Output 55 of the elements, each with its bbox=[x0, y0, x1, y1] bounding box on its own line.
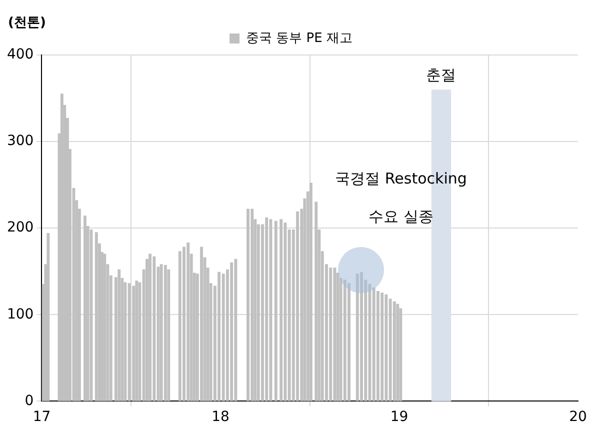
bar bbox=[234, 258, 238, 402]
bar bbox=[348, 283, 350, 402]
bar bbox=[148, 254, 152, 402]
bar bbox=[222, 274, 225, 402]
bar bbox=[333, 268, 336, 402]
bar bbox=[384, 294, 388, 402]
bar bbox=[178, 251, 182, 402]
y-tick-label: 300 bbox=[6, 133, 34, 150]
bar bbox=[280, 219, 283, 402]
x-tick-label: 19 bbox=[390, 409, 408, 426]
bar bbox=[309, 182, 312, 402]
bar bbox=[230, 262, 234, 402]
annotation: 수요 실종 bbox=[368, 208, 434, 226]
bar bbox=[392, 301, 396, 402]
x-tick-label: 20 bbox=[569, 409, 587, 426]
bar bbox=[200, 246, 204, 402]
bar bbox=[94, 232, 98, 402]
bar bbox=[360, 272, 364, 402]
bar bbox=[128, 283, 131, 402]
bar bbox=[164, 264, 167, 402]
bar bbox=[124, 282, 127, 402]
bar bbox=[399, 308, 402, 402]
x-tick-label: 18 bbox=[212, 409, 230, 426]
bar bbox=[246, 208, 250, 402]
bar bbox=[376, 290, 380, 402]
bar bbox=[84, 216, 86, 402]
bar bbox=[250, 208, 254, 402]
bar bbox=[218, 272, 221, 402]
bar bbox=[343, 280, 346, 402]
y-axis-title: (천톤) bbox=[8, 15, 46, 30]
bar bbox=[388, 298, 392, 402]
y-tick-label: 100 bbox=[6, 306, 34, 322]
bar bbox=[152, 256, 156, 402]
bar bbox=[186, 242, 190, 402]
bar bbox=[46, 232, 50, 402]
bar bbox=[274, 220, 278, 402]
bar bbox=[160, 264, 163, 402]
bar bbox=[356, 274, 359, 402]
bar bbox=[372, 287, 376, 402]
bar bbox=[284, 222, 287, 402]
bar bbox=[182, 246, 186, 402]
bar bbox=[167, 269, 170, 402]
bar bbox=[380, 292, 384, 402]
bar bbox=[265, 217, 268, 402]
y-tick-label: 400 bbox=[6, 46, 34, 63]
bar bbox=[329, 268, 332, 402]
legend-label: 중국 동부 PE 재고 bbox=[246, 30, 352, 46]
y-tick-label: 200 bbox=[6, 220, 34, 236]
bar bbox=[314, 202, 318, 402]
bar bbox=[296, 211, 300, 402]
bar bbox=[269, 219, 272, 402]
x-tick-label: 17 bbox=[32, 409, 51, 426]
y-tick-label: 0 bbox=[24, 392, 34, 409]
band-label: 춘절 bbox=[426, 66, 456, 84]
annotation: 국경절 Restocking bbox=[335, 170, 467, 188]
